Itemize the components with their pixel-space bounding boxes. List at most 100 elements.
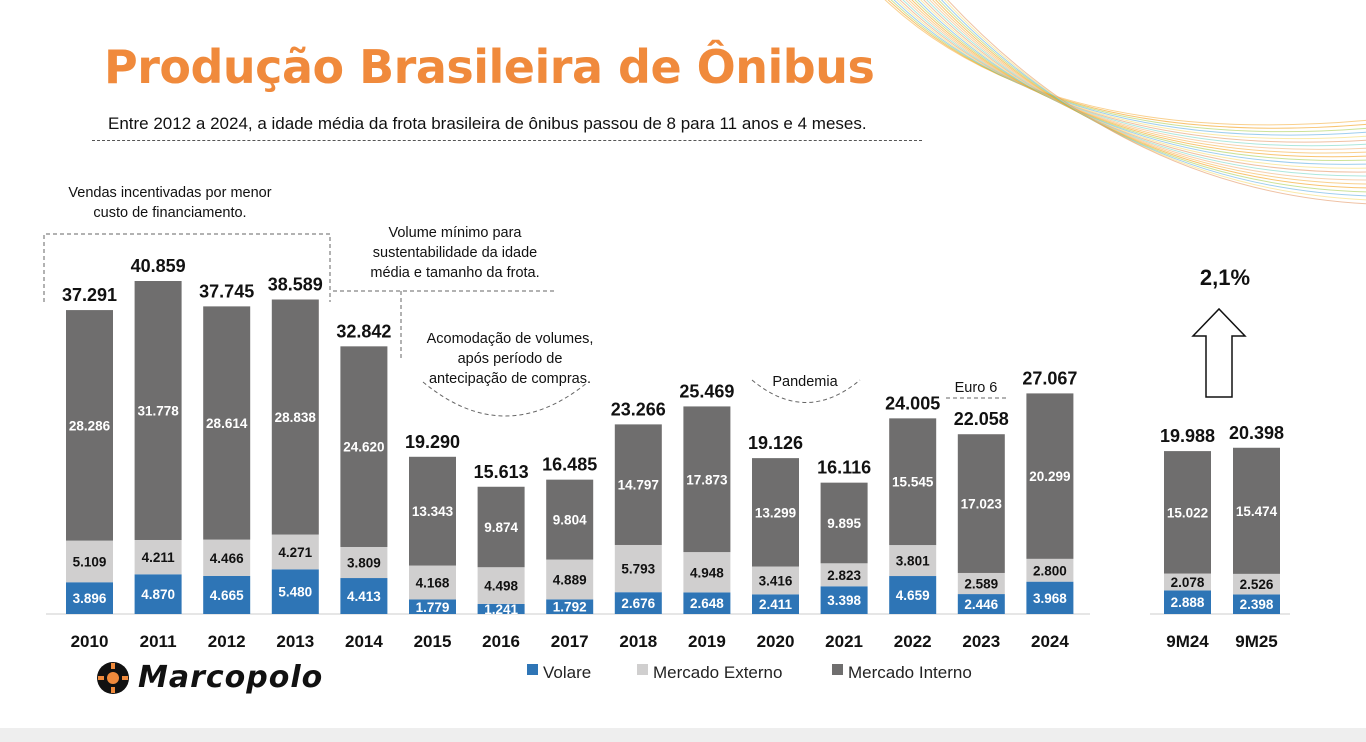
x-tick-label: 2022 bbox=[894, 632, 932, 651]
bar-mercado-interno-2018 bbox=[614, 424, 662, 545]
bar-volare-2010 bbox=[66, 582, 113, 614]
x-tick-label: 2011 bbox=[140, 632, 177, 651]
bar-volare-2021 bbox=[820, 586, 868, 614]
x-tick-label: 2020 bbox=[757, 632, 795, 651]
bar-mercado-externo-2022 bbox=[889, 545, 937, 577]
bar-mercado-externo-2021 bbox=[820, 563, 868, 587]
footer-strip bbox=[0, 728, 1366, 742]
total-label: 16.116 bbox=[817, 458, 871, 478]
bar-mercado-interno-2020 bbox=[752, 458, 799, 567]
total-label: 19.988 bbox=[1160, 426, 1215, 446]
bar-mercado-externo-2016 bbox=[477, 567, 525, 604]
x-tick-label: 2017 bbox=[551, 632, 589, 651]
total-label: 15.613 bbox=[474, 462, 529, 482]
total-label: 40.859 bbox=[131, 256, 186, 276]
legend-label: Mercado Interno bbox=[848, 663, 972, 682]
swirl-line bbox=[899, 0, 1366, 143]
total-label: 19.126 bbox=[748, 433, 803, 453]
data-label: 2.676 bbox=[621, 596, 655, 611]
legend: Volare Mercado Externo Mercado Interno bbox=[527, 663, 972, 682]
data-label: 4.168 bbox=[416, 576, 450, 591]
data-label: 31.778 bbox=[137, 403, 179, 418]
bar-mercado-interno-2023 bbox=[957, 434, 1005, 573]
x-tick-label: 2012 bbox=[208, 632, 246, 651]
bar-mercado-interno-2015 bbox=[409, 456, 456, 566]
swirl-line bbox=[938, 0, 1366, 193]
data-label: 24.620 bbox=[343, 440, 384, 455]
x-tick-label: 2023 bbox=[962, 632, 1000, 651]
data-label: 2.589 bbox=[964, 577, 998, 592]
bar-mercado-interno-2010 bbox=[66, 310, 113, 541]
bar-mercado-externo-2019 bbox=[683, 552, 731, 593]
data-label: 9.874 bbox=[484, 520, 518, 535]
swirl-line bbox=[923, 0, 1366, 173]
data-label: 4.211 bbox=[142, 550, 176, 565]
swirl-line bbox=[935, 0, 1366, 189]
bar-volare-2011 bbox=[134, 574, 182, 614]
bar-mercado-externo-2012 bbox=[203, 539, 251, 576]
subtitle: Entre 2012 a 2024, a idade média da frot… bbox=[108, 114, 867, 133]
data-label: 5.109 bbox=[73, 554, 107, 569]
logo-text: Marcopolo bbox=[138, 660, 324, 695]
bar-mercado-interno-2017 bbox=[546, 479, 594, 560]
x-tick-label: 2018 bbox=[619, 632, 657, 651]
x-tick-label: 2013 bbox=[276, 632, 314, 651]
divider bbox=[92, 140, 922, 141]
bar-volare-2017 bbox=[546, 599, 594, 614]
bar-volare-2014 bbox=[340, 578, 388, 614]
bar-mercado-interno-2016 bbox=[477, 486, 525, 568]
data-label: 20.299 bbox=[1029, 469, 1070, 484]
data-label: 3.398 bbox=[827, 593, 861, 608]
data-label: 28.286 bbox=[69, 418, 111, 433]
marcopolo-logo: Marcopolo bbox=[96, 660, 323, 695]
swirl-line bbox=[920, 0, 1366, 169]
data-label: 2.800 bbox=[1033, 563, 1067, 578]
bar-volare-2019 bbox=[683, 592, 731, 614]
swirl-line bbox=[947, 0, 1366, 205]
total-label: 24.005 bbox=[885, 393, 940, 413]
data-label: 15.545 bbox=[892, 475, 934, 490]
arc-accommodation bbox=[422, 381, 589, 417]
annotation-accommodation: Acomodação de volumes, após período de a… bbox=[426, 331, 594, 387]
bar-mercado-interno-2014 bbox=[340, 346, 388, 547]
swirl-line bbox=[941, 0, 1366, 197]
swirl-line bbox=[914, 0, 1366, 162]
data-label: 4.413 bbox=[347, 589, 381, 604]
swirl-line bbox=[908, 0, 1366, 154]
bar-mercado-externo-2013 bbox=[271, 534, 319, 570]
data-label: 4.466 bbox=[210, 551, 244, 566]
data-label: 4.948 bbox=[690, 565, 724, 580]
annotation-pandemic: Pandemia bbox=[772, 374, 838, 390]
swirl-line bbox=[911, 0, 1366, 158]
bar-mercado-interno-2019 bbox=[683, 406, 731, 553]
x-tick-label: 2010 bbox=[71, 632, 109, 651]
arc-pandemic bbox=[751, 379, 861, 403]
data-label: 4.889 bbox=[553, 572, 587, 587]
legend-swatch bbox=[832, 664, 843, 675]
data-label: 4.870 bbox=[141, 587, 175, 602]
bar-mercado-interno-2013 bbox=[271, 299, 319, 535]
bar-mercado-interno-2021 bbox=[820, 482, 868, 564]
data-label: 28.838 bbox=[275, 410, 317, 425]
total-label: 25.469 bbox=[679, 381, 734, 401]
x-tick-label: 2014 bbox=[345, 632, 383, 651]
x-tick-label: 2021 bbox=[825, 632, 863, 651]
legend-label: Mercado Externo bbox=[653, 663, 782, 682]
bar-mercado-externo-2024 bbox=[1026, 558, 1074, 582]
bar-volare-2023 bbox=[957, 594, 1005, 614]
annotation-minimum-volume: Volume mínimo para sustentabilidade da i… bbox=[370, 225, 540, 281]
swirl-line bbox=[884, 0, 1366, 126]
data-label: 2.411 bbox=[759, 597, 793, 612]
swirl-line bbox=[887, 0, 1366, 129]
up-arrow-icon bbox=[1191, 307, 1247, 398]
bar-volare-9M25 bbox=[1233, 594, 1280, 614]
total-label: 23.266 bbox=[611, 399, 666, 419]
swirl-line bbox=[944, 0, 1366, 201]
bar-mercado-externo-2017 bbox=[546, 559, 594, 600]
growth-label: 2,1% bbox=[1199, 265, 1251, 290]
bar-mercado-externo-2010 bbox=[66, 540, 113, 583]
data-label: 3.416 bbox=[759, 573, 793, 588]
data-label: 3.809 bbox=[347, 556, 381, 571]
data-label: 2.398 bbox=[1240, 597, 1274, 612]
swirl-line bbox=[905, 0, 1366, 150]
